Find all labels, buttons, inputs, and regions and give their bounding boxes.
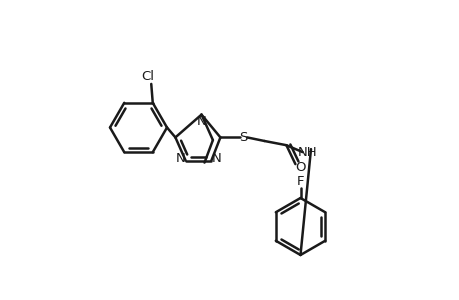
Text: O: O (294, 160, 305, 174)
Text: NH: NH (297, 146, 317, 159)
Text: N: N (175, 152, 185, 165)
Text: N: N (212, 152, 221, 165)
Text: S: S (239, 131, 247, 144)
Text: F: F (296, 175, 303, 188)
Text: N: N (196, 115, 206, 128)
Text: Cl: Cl (141, 70, 154, 83)
